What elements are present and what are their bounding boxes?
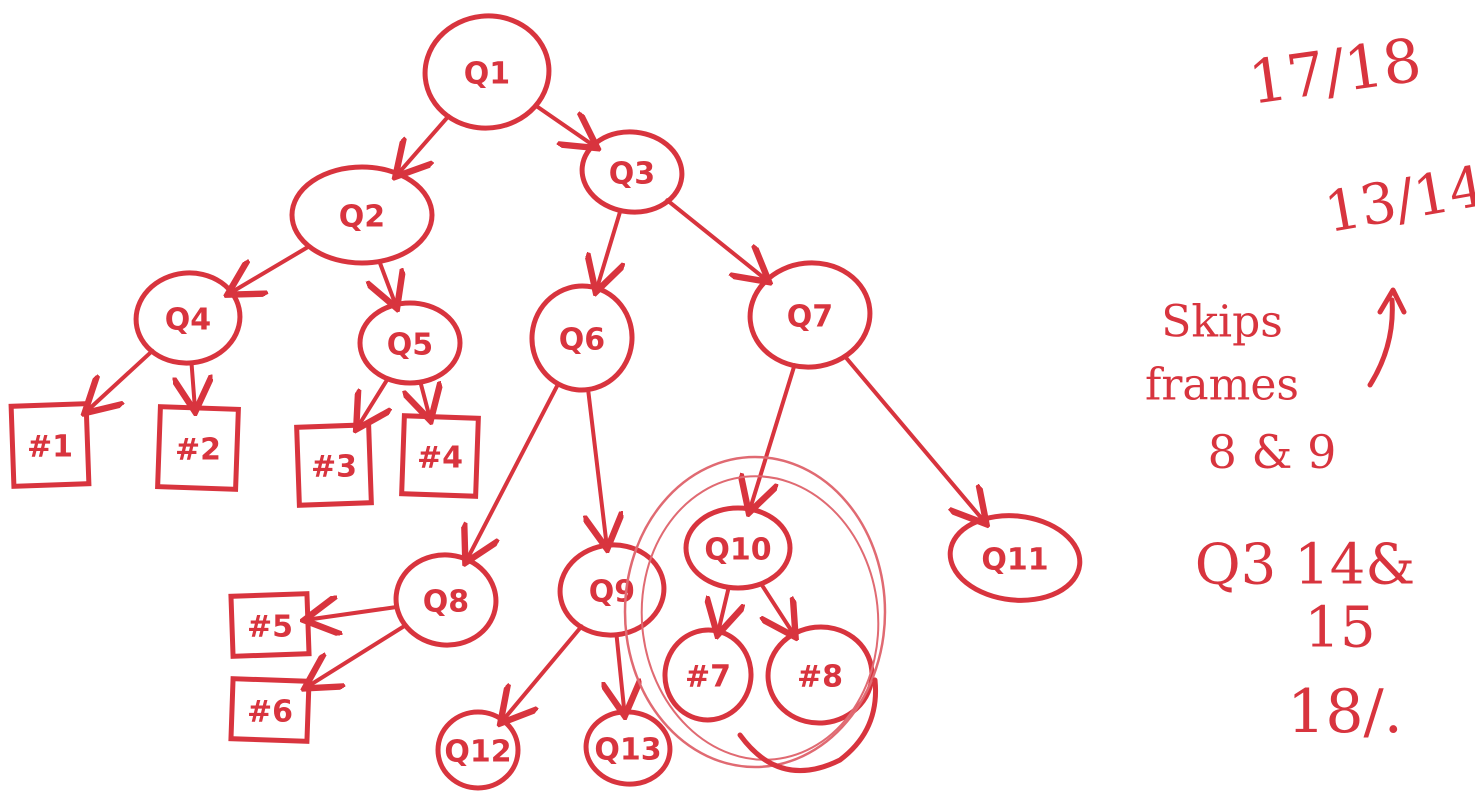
node-circle	[557, 542, 667, 638]
leaf-node-a6: #6	[228, 676, 312, 744]
edge-q3-to-q7	[665, 198, 766, 279]
question-node-q10: Q10	[683, 505, 793, 591]
question-node-q3: Q3	[579, 129, 685, 215]
edge-q5-to-a4	[420, 380, 429, 417]
edge-q3-to-q6	[597, 208, 620, 289]
question-node-q12: Q12	[435, 709, 521, 791]
question-node-q6: Q6	[529, 283, 635, 393]
question-node-q5: Q5	[357, 300, 463, 386]
node-label-a7: #7	[685, 660, 731, 695]
note-skips-line2: frames	[1145, 360, 1299, 411]
question-node-q1: Q1	[422, 13, 552, 131]
node-label-q5: Q5	[387, 328, 433, 363]
node-label-q12: Q12	[444, 735, 511, 770]
node-circle	[133, 270, 243, 366]
node-label-q6: Q6	[559, 323, 605, 358]
node-circle	[435, 709, 521, 791]
note-fraction-top: 17/18	[1245, 25, 1426, 118]
question-node-q2: Q2	[289, 164, 435, 266]
node-circle	[583, 709, 673, 787]
node-label-q10: Q10	[704, 533, 771, 568]
node-label-q2: Q2	[339, 200, 385, 235]
edge-q6-to-q9	[588, 387, 607, 546]
node-circle	[422, 13, 552, 131]
node-box	[155, 404, 241, 492]
leaf-node-a5: #5	[228, 591, 312, 659]
side-notes: 17/18 13/14 Skips frames 8 & 9 Q3 14& 15…	[1145, 25, 1475, 747]
node-circle	[947, 513, 1083, 603]
edge-q4-to-a2	[192, 360, 195, 408]
node-circle	[529, 283, 635, 393]
note-line-18: 18/.	[1287, 677, 1403, 747]
node-circle	[579, 129, 685, 215]
leaf-node-a1: #1	[8, 401, 92, 489]
node-circle	[393, 552, 499, 648]
note-skips-line3: 8 & 9	[1208, 425, 1337, 479]
node-label-a2: #2	[175, 433, 221, 468]
leaf-node-a3: #3	[294, 422, 374, 508]
note-skips-line1: Skips	[1161, 297, 1283, 348]
node-box	[228, 591, 312, 659]
leaf-node-a8: #8	[765, 624, 875, 726]
leaf-node-a4: #4	[399, 413, 481, 499]
node-label-q13: Q13	[594, 733, 661, 768]
node-label-q8: Q8	[423, 585, 469, 620]
edge-q6-to-q8	[467, 381, 561, 559]
question-node-q13: Q13	[583, 709, 673, 787]
node-label-q7: Q7	[787, 300, 833, 335]
node-label-a5: #5	[247, 610, 293, 645]
node-label-a8: #8	[797, 660, 843, 695]
edge-q9-to-q12	[503, 624, 584, 720]
edges-layer	[88, 104, 984, 720]
node-circle	[747, 260, 873, 370]
node-circle	[662, 627, 754, 723]
leaf-node-a7: #7	[662, 627, 754, 723]
node-box	[399, 413, 481, 499]
node-label-a4: #4	[417, 441, 463, 476]
edge-q1-to-q3	[534, 104, 594, 146]
node-label-a1: #1	[27, 430, 73, 465]
node-circle	[289, 164, 435, 266]
node-label-q11: Q11	[981, 543, 1048, 578]
node-box	[294, 422, 374, 508]
node-circle	[683, 505, 793, 591]
node-label-a3: #3	[311, 450, 357, 485]
note-line-15: 15	[1304, 596, 1375, 661]
leaf-node-a2: #2	[155, 404, 241, 492]
question-node-q7: Q7	[747, 260, 873, 370]
node-label-a6: #6	[247, 695, 293, 730]
note-fraction-mid: 13/14	[1320, 154, 1475, 246]
edge-q4-to-a1	[88, 348, 155, 411]
note-up-arrow	[1367, 287, 1407, 388]
edge-q10-to-a8	[759, 581, 793, 634]
edge-q7-to-q10	[750, 363, 797, 509]
edge-q1-to-q2	[398, 114, 451, 174]
edge-q9-to-q13	[617, 632, 625, 712]
node-label-q4: Q4	[165, 303, 211, 338]
edge-q2-to-q4	[231, 244, 311, 292]
highlight-loops	[623, 455, 887, 774]
node-box	[8, 401, 92, 489]
edge-q10-to-a7	[718, 585, 728, 631]
node-label-q3: Q3	[609, 157, 655, 192]
question-node-q11: Q11	[947, 513, 1083, 603]
note-q3-line: Q3 14&	[1195, 533, 1415, 598]
node-circle	[357, 300, 463, 386]
edge-q8-to-a6	[308, 623, 407, 687]
edge-q8-to-a5	[308, 607, 399, 620]
edge-q5-to-a3	[358, 376, 387, 426]
edge-q7-to-q11	[843, 355, 984, 521]
node-label-q1: Q1	[464, 57, 510, 92]
edge-q2-to-q5	[379, 259, 395, 305]
node-box	[228, 676, 312, 744]
question-node-q4: Q4	[133, 270, 243, 366]
question-node-q8: Q8	[393, 552, 499, 648]
